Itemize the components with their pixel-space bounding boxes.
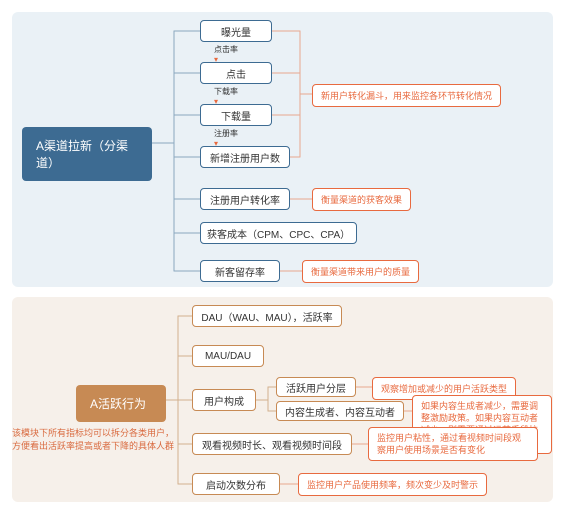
arrow-down-icon: ▾	[214, 55, 218, 64]
node-m3: 用户构成	[192, 389, 256, 411]
root-node: A活跃行为	[76, 385, 166, 422]
panel-activity: A活跃行为 DAU（WAU、MAU），活跃率 MAU/DAU 用户构成活跃用户分层内容…	[12, 297, 553, 502]
node-n1: 曝光量	[200, 20, 272, 42]
annotation: 新用户转化漏斗，用来监控各环节转化情况	[312, 84, 501, 107]
node-n7: 新客留存率	[200, 260, 280, 282]
panel-acquisition: A渠道拉新（分渠道） 曝光量点击下载量新增注册用户数注册用户转化率获客成本（CPM…	[12, 12, 553, 287]
node-m4: 观看视频时长、观看视频时间段	[192, 433, 352, 455]
footnote: 该模块下所有指标均可以拆分各类用户，方便看出活跃率提高或者下降的具体人群	[12, 427, 174, 452]
rate-label: 注册率▾	[214, 128, 238, 148]
node-m3a: 活跃用户分层	[276, 377, 356, 397]
rate-label: 下载率▾	[214, 86, 238, 106]
annotation: 衡量渠道的获客效果	[312, 188, 411, 211]
annotation: 监控用户产品使用频率，频次变少及时警示	[298, 473, 487, 496]
node-m5: 启动次数分布	[192, 473, 280, 495]
annotation: 监控用户粘性，通过看视频时间段观察用户使用场景是否有变化	[368, 427, 538, 461]
node-n2: 点击	[200, 62, 272, 84]
node-n4: 新增注册用户数	[200, 146, 290, 168]
node-n6: 获客成本（CPM、CPC、CPA）	[200, 222, 357, 244]
node-m3b: 内容生成者、内容互动者	[276, 401, 404, 421]
root-node: A渠道拉新（分渠道）	[22, 127, 152, 181]
arrow-down-icon: ▾	[214, 139, 218, 148]
node-n5: 注册用户转化率	[200, 188, 290, 210]
arrow-down-icon: ▾	[214, 97, 218, 106]
rate-label: 点击率▾	[214, 44, 238, 64]
node-m2: MAU/DAU	[192, 345, 264, 367]
node-m1: DAU（WAU、MAU），活跃率	[192, 305, 342, 327]
node-n3: 下载量	[200, 104, 272, 126]
annotation: 衡量渠道带来用户的质量	[302, 260, 419, 283]
